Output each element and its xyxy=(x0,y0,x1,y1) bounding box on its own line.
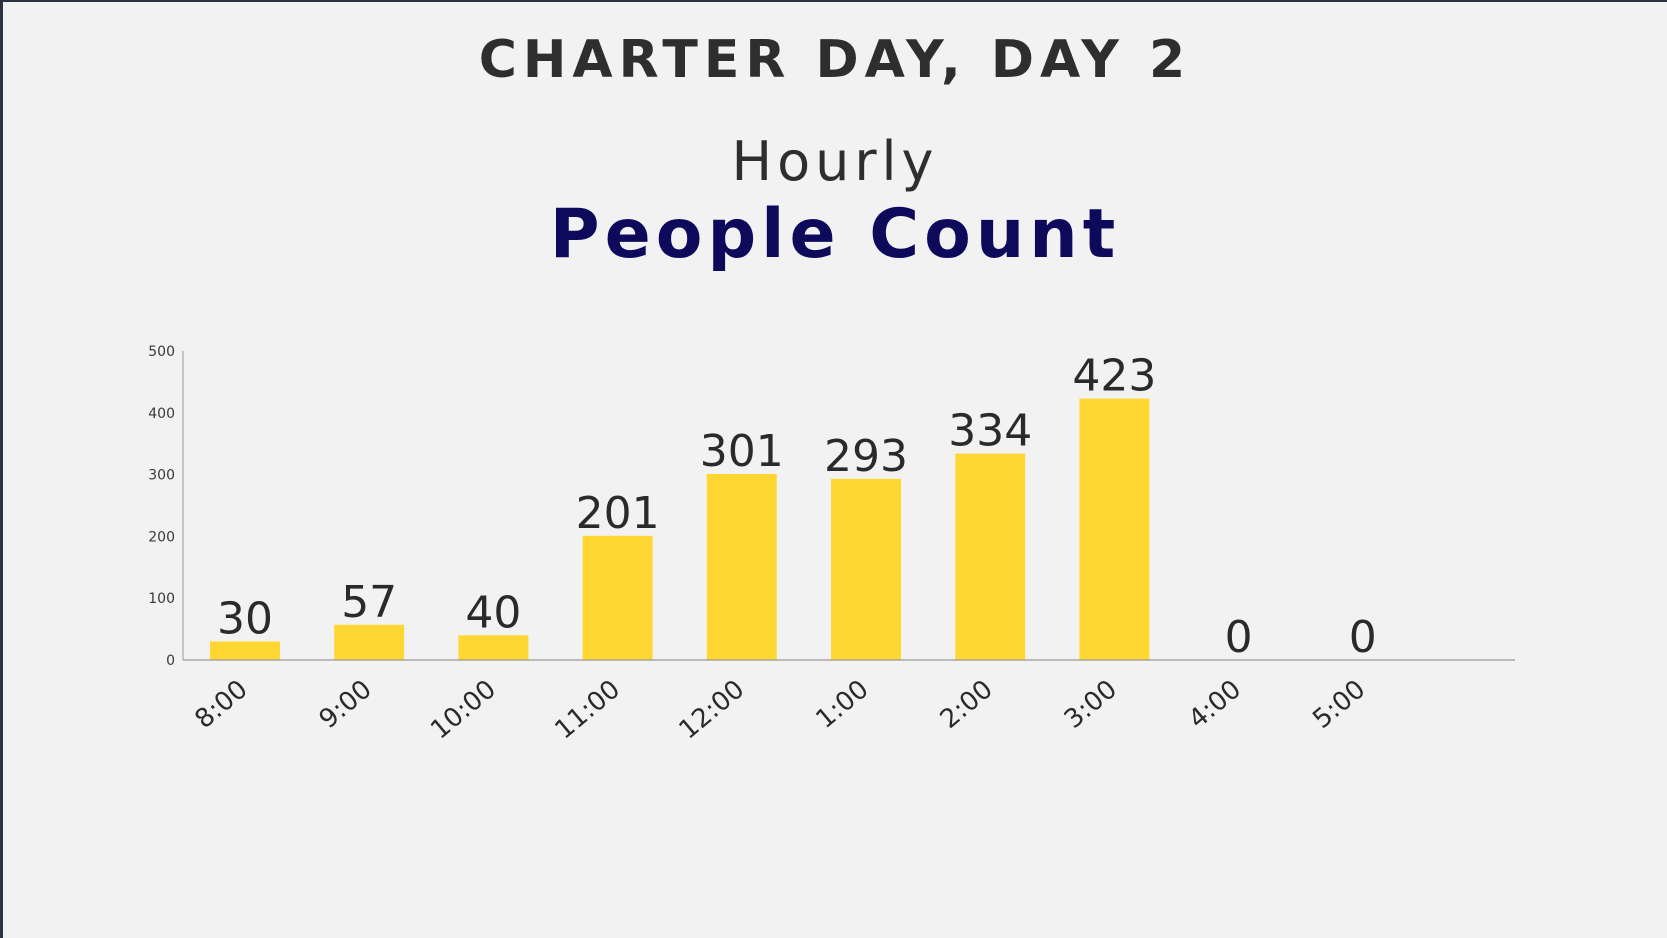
y-tick-label: 200 xyxy=(148,529,175,545)
data-label: 201 xyxy=(576,488,660,539)
x-tick-label: 8:00 xyxy=(189,674,253,735)
data-label: 293 xyxy=(824,431,908,482)
data-label: 57 xyxy=(341,577,397,628)
data-label: 423 xyxy=(1072,351,1156,402)
x-tick-label: 12:00 xyxy=(674,674,751,745)
data-label: 301 xyxy=(700,426,784,477)
bar xyxy=(1079,398,1150,660)
x-tick-label: 3:00 xyxy=(1059,674,1123,735)
bar xyxy=(210,641,280,660)
x-tick-label: 9:00 xyxy=(314,674,378,735)
data-label: 0 xyxy=(1349,612,1377,663)
bar xyxy=(831,478,901,660)
bars xyxy=(210,398,1150,660)
data-label: 30 xyxy=(217,593,273,644)
x-tick-label: 10:00 xyxy=(425,674,502,745)
y-tick-label: 400 xyxy=(148,406,175,422)
x-tick-label: 5:00 xyxy=(1307,674,1371,735)
bar xyxy=(334,624,405,660)
data-label: 0 xyxy=(1225,612,1253,663)
x-tick-label: 4:00 xyxy=(1183,674,1247,735)
y-tick-label: 100 xyxy=(148,591,175,607)
data-label: 40 xyxy=(465,587,521,638)
page-title: CHARTER DAY, DAY 2 xyxy=(478,30,1192,90)
bar xyxy=(582,535,653,660)
x-tick-label: 11:00 xyxy=(549,674,626,745)
data-labels: 30 57 40 201 301 293 334 423 0 0 xyxy=(217,351,1377,663)
data-label: 334 xyxy=(948,406,1032,457)
bar xyxy=(706,473,777,660)
x-tick-label: 2:00 xyxy=(935,674,999,735)
y-tick-label: 300 xyxy=(148,468,175,484)
chart-subtitle: Hourly xyxy=(731,130,939,193)
slide: CHARTER DAY, DAY 2 Hourly People Count 0… xyxy=(3,2,1667,938)
x-axis-labels: 8:00 9:00 10:00 11:00 12:00 1:00 2:00 3:00 4:00 5… xyxy=(189,674,1371,745)
bar xyxy=(458,635,529,660)
y-tick-label: 500 xyxy=(148,344,175,360)
y-axis-ticks: 0 100 200 300 400 500 xyxy=(148,344,175,669)
y-tick-label: 0 xyxy=(166,653,175,669)
chart-heading: People Count xyxy=(549,195,1121,274)
x-tick-label: 1:00 xyxy=(810,674,874,735)
bar xyxy=(955,453,1026,660)
